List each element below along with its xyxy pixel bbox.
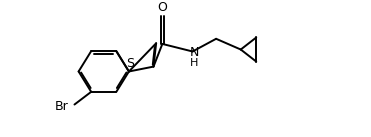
Text: Br: Br [55,100,69,113]
Text: O: O [157,1,167,14]
Text: H: H [190,58,198,68]
Text: S: S [126,57,134,70]
Text: N: N [190,46,199,59]
